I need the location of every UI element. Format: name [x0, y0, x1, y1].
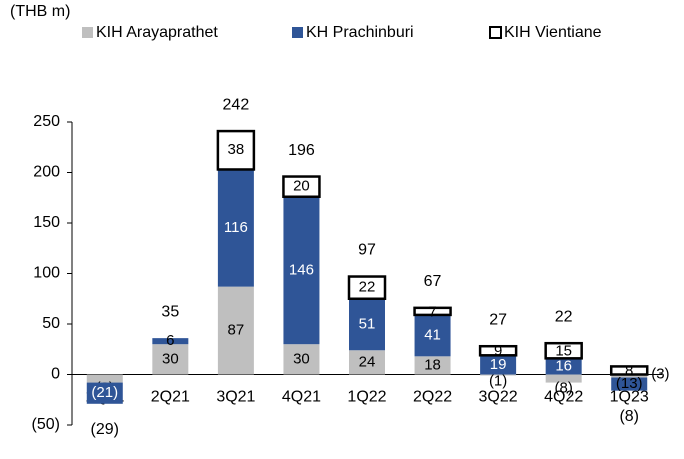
total-label: 35 — [161, 303, 179, 320]
data-label: 146 — [289, 261, 314, 278]
x-tick-label: 2Q21 — [151, 389, 190, 406]
y-tick-label: 50 — [42, 315, 60, 332]
bar-segment — [217, 286, 254, 375]
data-label: 6 — [166, 332, 174, 349]
bar-segment — [349, 298, 385, 351]
data-label: 30 — [162, 350, 179, 367]
y-tick-label: 150 — [33, 214, 60, 231]
bar-segment — [480, 374, 517, 376]
x-tick-label: 2Q22 — [413, 389, 452, 406]
y-tick-label: 200 — [33, 164, 60, 181]
data-label: 22 — [359, 279, 376, 296]
data-label: (21) — [91, 384, 118, 401]
total-label: 97 — [358, 242, 376, 259]
y-tick-label: 250 — [33, 113, 60, 130]
bar-segment — [609, 365, 649, 376]
legend-swatch — [82, 27, 93, 38]
bar-segment — [282, 175, 321, 198]
total-label: 242 — [223, 96, 250, 113]
x-tick-label: 3Q22 — [479, 389, 518, 406]
total-label: 67 — [424, 273, 442, 290]
data-label: 24 — [359, 353, 376, 370]
bar-segment — [414, 314, 451, 357]
bar-segment — [545, 358, 582, 375]
data-label: 41 — [424, 327, 441, 344]
data-label: 8 — [625, 362, 633, 379]
data-label: (13) — [616, 375, 643, 392]
bar-segment — [611, 374, 648, 378]
total-label: 196 — [288, 142, 315, 159]
bar-segment — [413, 306, 452, 317]
bar-segment — [349, 350, 385, 375]
data-label: 51 — [359, 315, 376, 332]
total-label: (8) — [619, 408, 639, 425]
x-tick-label: 3Q21 — [216, 389, 255, 406]
y-tick-label: (50) — [32, 416, 60, 433]
data-label: 20 — [293, 178, 310, 195]
legend-swatch — [489, 26, 502, 39]
data-label: (8) — [554, 380, 572, 397]
legend-label: KIH Vientiane — [504, 24, 602, 41]
data-label: 87 — [228, 322, 245, 339]
bar-segment — [216, 129, 256, 171]
legend-label: KIH Arayaprathet — [96, 24, 218, 41]
data-label: 30 — [293, 350, 310, 367]
data-label: 18 — [424, 356, 441, 373]
data-label: 9 — [494, 343, 502, 360]
y-tick-label: 0 — [51, 366, 60, 383]
total-label: (29) — [91, 421, 119, 438]
data-label: 7 — [428, 303, 436, 320]
data-label: 19 — [490, 356, 507, 373]
y-tick-label: 100 — [33, 265, 60, 282]
bar-segment — [544, 341, 583, 360]
data-label: 15 — [555, 343, 572, 360]
bar-segment — [347, 275, 387, 300]
data-label: 38 — [228, 141, 245, 158]
bar-segment — [480, 355, 517, 375]
bar-segment — [283, 344, 320, 375]
legend-swatch — [292, 27, 303, 38]
bar-segment — [611, 377, 648, 391]
total-label: 22 — [555, 308, 573, 325]
bar-segment — [86, 374, 123, 383]
bar-segment — [478, 344, 518, 357]
data-label: (1) — [489, 372, 507, 389]
bar-segment — [86, 382, 123, 404]
data-label: 116 — [224, 219, 248, 236]
data-label: (3) — [651, 365, 669, 382]
bar-segment — [217, 169, 254, 287]
bar-segment — [283, 196, 320, 345]
y-unit: (THB m) — [10, 3, 70, 20]
bar-segment — [545, 374, 582, 383]
x-tick-label: 4Q21 — [282, 389, 321, 406]
bar-segment — [152, 338, 189, 345]
bar-segment — [414, 356, 451, 375]
x-tick-label: 4Q22 — [544, 389, 583, 406]
x-tick-label: 1Q23 — [610, 389, 649, 406]
bar-segment — [152, 344, 189, 375]
legend-label: KH Prachinburi — [306, 24, 414, 41]
x-tick-label: 1Q22 — [347, 389, 386, 406]
data-label: 16 — [555, 357, 572, 374]
total-label: 27 — [489, 311, 507, 328]
